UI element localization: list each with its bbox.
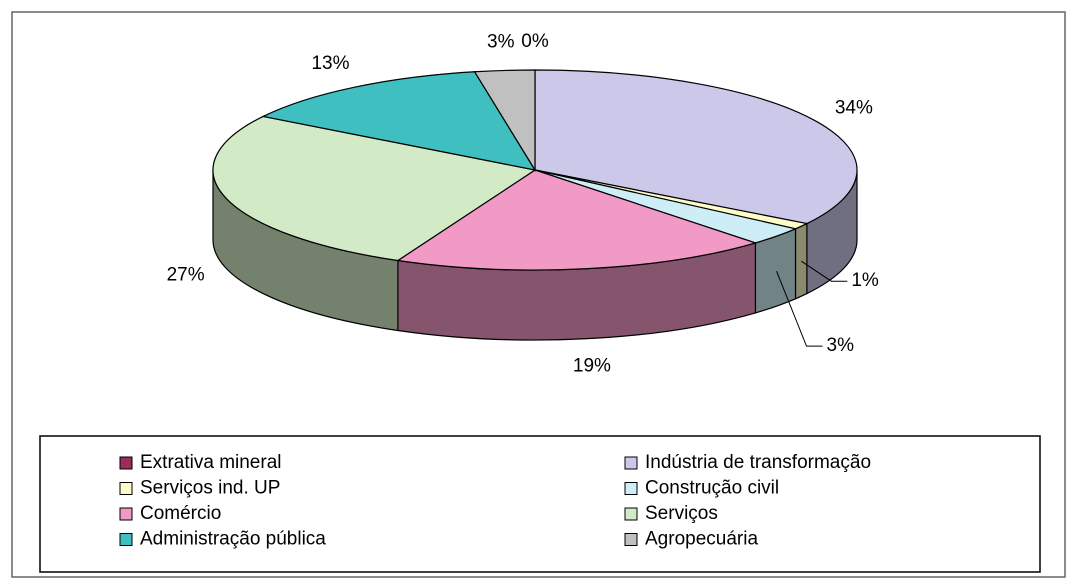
data-label: 1% (851, 270, 879, 291)
slice (396, 169, 758, 271)
legend-label: Administração pública (140, 529, 326, 550)
slice (473, 69, 536, 173)
legend-label: Serviços ind. UP (140, 478, 280, 499)
leader-line (801, 260, 848, 282)
legend-label: Construção civil (645, 478, 779, 499)
legend-swatch (119, 456, 133, 470)
data-label: 0% (521, 31, 549, 52)
legend-label: Serviços (645, 503, 718, 524)
data-label: 3% (487, 32, 515, 53)
data-label: 19% (573, 355, 611, 376)
slice-side (794, 222, 808, 300)
legend-box (39, 435, 1041, 573)
legend-swatch (119, 482, 133, 495)
slice (534, 69, 858, 225)
data-label: 27% (167, 265, 205, 286)
legend-label: Comércio (140, 503, 221, 524)
legend-swatch (119, 507, 133, 521)
legend-swatch (624, 482, 638, 495)
legend-label: Extrativa mineral (140, 452, 282, 473)
slice (212, 115, 537, 262)
leader-line (776, 270, 823, 347)
legend-swatch (624, 456, 638, 470)
slice (261, 71, 537, 171)
data-label: 3% (827, 335, 855, 356)
data-label: 13% (311, 53, 349, 74)
legend-swatch (119, 533, 133, 546)
legend-swatch (624, 533, 638, 546)
legend-swatch (624, 507, 638, 521)
data-label: 34% (835, 97, 873, 118)
legend-label: Agropecuária (645, 529, 758, 550)
legend-label: Indústria de transformação (645, 452, 871, 473)
